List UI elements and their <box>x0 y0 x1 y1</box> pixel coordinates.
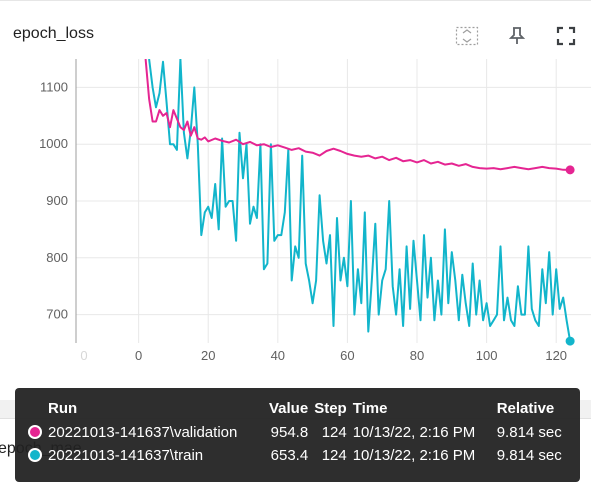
series-color-dot <box>25 444 45 467</box>
tooltip-value: 653.4 <box>270 447 309 464</box>
header-value: Value <box>269 400 309 417</box>
tooltip-relative: 9.814 sec <box>496 424 562 441</box>
tooltip-time: 10/13/22, 2:16 PM <box>352 447 476 464</box>
header-time: Time <box>352 400 388 417</box>
chart-series <box>144 59 575 346</box>
y-tick-label: 700 <box>46 307 68 322</box>
x-tick-label: 80 <box>410 348 424 363</box>
tooltip-row: 20221013-141637\train 653.4 124 10/13/22, 2… <box>25 444 565 467</box>
x-tick-label: 20 <box>201 348 215 363</box>
y-tick-label: 800 <box>46 250 68 265</box>
fit-domain-icon <box>455 26 479 46</box>
y-tick-label: 1100 <box>40 79 68 94</box>
series-dot-icon <box>28 425 42 439</box>
fullscreen-button[interactable] <box>553 23 579 49</box>
x-tick-label: 60 <box>340 348 354 363</box>
series-end-point <box>565 336 575 346</box>
pin-icon <box>508 27 526 44</box>
tooltip-table: Run Value Step Time Relative 20221013-14… <box>25 397 565 467</box>
tooltip-step: 124 <box>321 424 347 441</box>
tooltip-step: 124 <box>321 447 347 464</box>
header-step: Step <box>314 400 347 417</box>
series-color-dot <box>25 421 45 444</box>
tooltip-row: 20221013-141637\validation 954.8 124 10/13/… <box>25 421 565 444</box>
fit-domain-button[interactable] <box>454 23 480 49</box>
chart-tooltip: Run Value Step Time Relative 20221013-14… <box>15 388 580 482</box>
tooltip-run: 20221013-141637\train <box>48 447 204 464</box>
x-tick-label: 120 <box>545 348 567 363</box>
tooltip-time: 10/13/22, 2:16 PM <box>352 424 476 441</box>
series-line <box>144 59 571 171</box>
series-line <box>148 59 572 342</box>
tooltip-value: 954.8 <box>270 424 309 441</box>
x-tick-label: 40 <box>271 348 285 363</box>
line-chart[interactable]: 1100 1000 900 800 700 0 0 20 40 60 80 100 120 <box>0 59 591 377</box>
series-dot-icon <box>28 448 42 462</box>
header-run: Run <box>48 400 78 417</box>
x-axis: 0 0 20 40 60 80 100 120 <box>80 348 567 363</box>
series-end-point <box>565 165 575 175</box>
y-tick-label: 900 <box>46 193 68 208</box>
header-relative: Relative <box>496 400 555 417</box>
tooltip-relative: 9.814 sec <box>496 447 562 464</box>
x-tick-label: 0 <box>135 348 142 363</box>
y-axis: 1100 1000 900 800 700 <box>39 79 68 321</box>
x-tick-label: 100 <box>476 348 498 363</box>
y-tick-label: 1000 <box>39 136 68 151</box>
card-title: epoch_loss <box>13 25 94 42</box>
scalar-card: epoch_loss 1100 1000 900 800 700 0 0 20 40 60 80 1… <box>0 0 591 377</box>
tooltip-run: 20221013-141637\validation <box>48 424 238 441</box>
tooltip-header-row: Run Value Step Time Relative <box>25 397 565 421</box>
pin-button[interactable] <box>504 23 530 49</box>
x-tick-label: 0 <box>80 348 87 363</box>
fullscreen-icon <box>556 26 576 46</box>
